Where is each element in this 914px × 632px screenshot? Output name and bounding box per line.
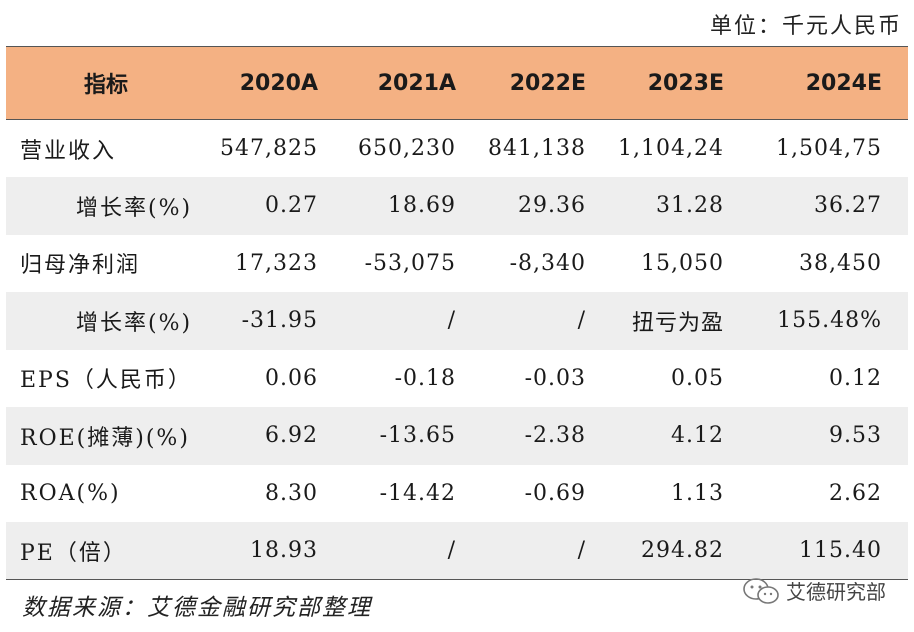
- table-cell: 18.93: [220, 522, 344, 580]
- header-cell-2024e: 2024E: [750, 46, 908, 120]
- table-cell: -53,075: [364, 250, 456, 276]
- table-cell: /: [577, 308, 586, 334]
- table-cell: 31.28: [656, 193, 724, 219]
- source-note: 数据来源：艾德金融研究部整理: [22, 595, 372, 621]
- table-cell: -0.03: [524, 365, 586, 391]
- table-cell: 9.53: [829, 423, 882, 449]
- table-cell: -2.38: [524, 423, 586, 449]
- table-cell: -0.69: [524, 480, 586, 506]
- table-cell: /: [447, 308, 456, 334]
- financial-forecast-table: 指标 2020A 2021A 2022E 2023E 2024E 营业收入 54…: [6, 46, 908, 580]
- unit-label: 单位：千元人民币: [709, 14, 902, 39]
- table-cell: 547,825: [220, 136, 318, 161]
- table-cell: 18.69: [388, 193, 456, 219]
- table-cell: 8.30: [265, 480, 318, 506]
- table-cell: -14.42: [379, 480, 456, 506]
- table-row: 营业收入 547,825 650,230 841,138 1,104,24 1,…: [6, 120, 908, 178]
- wechat-icon: [743, 577, 779, 604]
- table-row: 增长率(%) -31.95 / / 扭亏为盈 155.48%: [6, 292, 908, 350]
- table-row: PE（倍） 18.93 / / 294.82 115.40: [6, 522, 908, 580]
- table-cell: 650,230: [358, 136, 456, 161]
- header-cell-metric: 指标: [6, 46, 220, 120]
- table-cell: 1,504,75: [776, 136, 882, 161]
- table-cell: 155.48%: [777, 308, 882, 334]
- table-row: ROE(摊薄)(%) 6.92 -13.65 -2.38 4.12 9.53: [6, 407, 908, 465]
- table-cell: 15,050: [641, 250, 724, 276]
- watermark: 艾德研究部: [742, 576, 886, 605]
- table-cell: -31.95: [241, 308, 318, 334]
- table-header-row: 指标 2020A 2021A 2022E 2023E 2024E: [6, 46, 908, 120]
- row-label: PE（倍）: [6, 522, 220, 580]
- row-label: 归母净利润: [20, 253, 141, 279]
- table-row: EPS（人民币） 0.06 -0.18 -0.03 0.05 0.12: [6, 350, 908, 408]
- table-cell: 17,323: [235, 250, 318, 276]
- table-cell: /: [482, 522, 612, 580]
- table-cell: 0.05: [671, 365, 724, 391]
- row-label: EPS（人民币）: [20, 368, 192, 394]
- table-cell: 4.12: [671, 423, 724, 449]
- row-label: 增长率(%): [76, 310, 193, 336]
- table-cell: 6.92: [265, 423, 318, 449]
- table-row: 归母净利润 17,323 -53,075 -8,340 15,050 38,45…: [6, 235, 908, 293]
- table-cell: -8,340: [509, 250, 586, 276]
- table-row: 增长率(%) 0.27 18.69 29.36 31.28 36.27: [6, 177, 908, 235]
- row-label: ROE(摊薄)(%): [20, 425, 190, 451]
- table-cell: 29.36: [518, 193, 586, 219]
- table-cell: 0.06: [265, 365, 318, 391]
- row-label: 营业收入: [20, 138, 117, 164]
- table-cell: 36.27: [814, 193, 882, 219]
- table-cell: 294.82: [612, 522, 750, 580]
- table-cell: 2.62: [829, 480, 882, 506]
- watermark-label: 艾德研究部: [786, 580, 886, 604]
- table-row: ROA(%) 8.30 -14.42 -0.69 1.13 2.62: [6, 465, 908, 523]
- header-cell-2023e: 2023E: [612, 46, 750, 120]
- table-cell: 841,138: [488, 136, 586, 161]
- table-cell: -0.18: [394, 365, 456, 391]
- table-cell: /: [344, 522, 482, 580]
- table-cell: -13.65: [379, 423, 456, 449]
- table-cell: 0.27: [265, 193, 318, 219]
- row-label: ROA(%): [20, 480, 121, 506]
- table-cell: 1,104,24: [618, 136, 724, 161]
- table-cell: 38,450: [799, 250, 882, 276]
- table-cell: 1.13: [671, 480, 724, 506]
- table-cell: 0.12: [829, 365, 882, 391]
- table-cell: 115.40: [750, 522, 908, 580]
- row-label: 增长率(%): [76, 195, 193, 221]
- header-cell-2020a: 2020A: [220, 46, 344, 120]
- table-cell: 扭亏为盈: [631, 310, 724, 336]
- header-cell-2022e: 2022E: [482, 46, 612, 120]
- header-cell-2021a: 2021A: [344, 46, 482, 120]
